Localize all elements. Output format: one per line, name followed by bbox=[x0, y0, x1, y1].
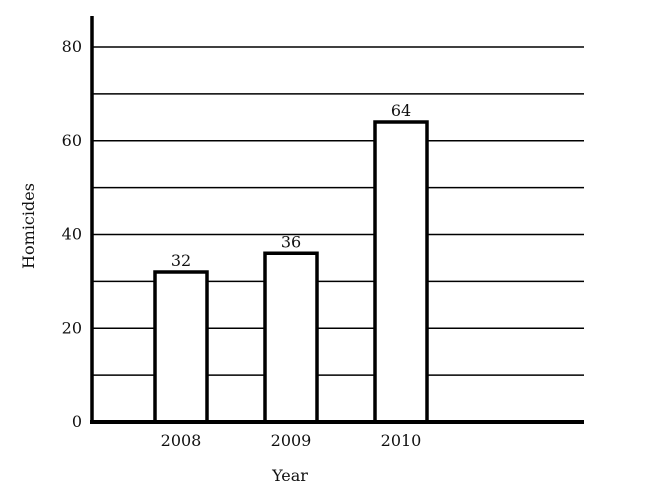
y-axis-title: Homicides bbox=[19, 183, 38, 269]
y-tick-label: 0 bbox=[72, 412, 82, 431]
bar-2009 bbox=[263, 251, 319, 424]
data-label: 32 bbox=[171, 251, 191, 270]
y-tick-label: 60 bbox=[62, 131, 82, 150]
data-labels: 32 36 64 bbox=[171, 101, 411, 270]
y-tick-labels: 0 20 40 60 80 bbox=[62, 37, 82, 431]
x-tick-labels: 2008 2009 2010 bbox=[161, 431, 422, 450]
y-tick-label: 20 bbox=[62, 318, 82, 337]
x-tick-label: 2010 bbox=[381, 431, 422, 450]
bars bbox=[153, 120, 429, 424]
bar-2010 bbox=[373, 120, 429, 424]
y-tick-label: 80 bbox=[62, 37, 82, 56]
data-label: 36 bbox=[281, 232, 301, 251]
data-label: 64 bbox=[391, 101, 411, 120]
x-tick-label: 2009 bbox=[271, 431, 312, 450]
bar-2008 bbox=[153, 270, 209, 424]
y-tick-label: 40 bbox=[62, 225, 82, 244]
x-tick-label: 2008 bbox=[161, 431, 202, 450]
x-axis-title: Year bbox=[271, 466, 308, 485]
